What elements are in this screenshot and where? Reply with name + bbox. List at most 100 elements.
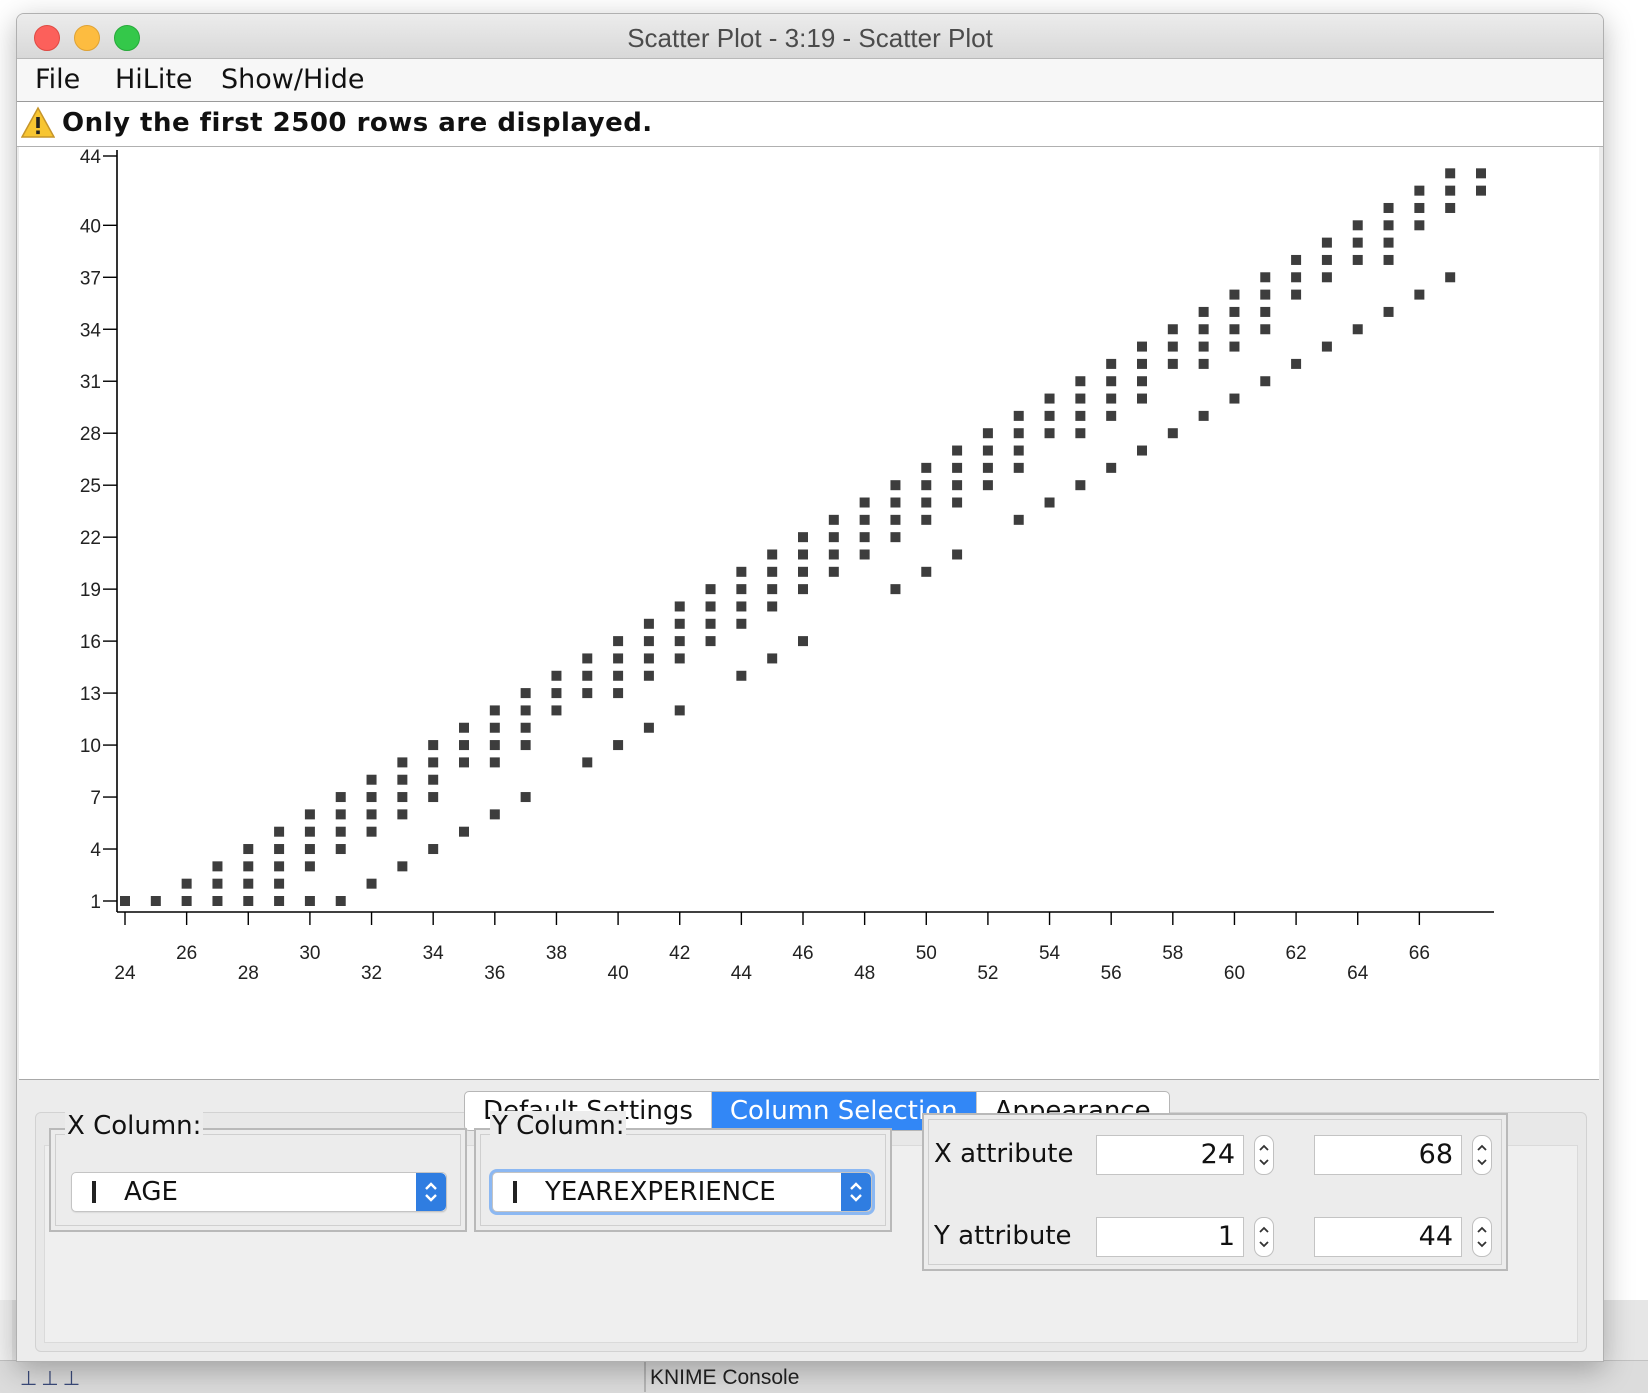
scatter-point[interactable] xyxy=(859,514,870,525)
scatter-point[interactable] xyxy=(1198,341,1209,352)
scatter-point[interactable] xyxy=(1075,410,1086,421)
scatter-point[interactable] xyxy=(304,896,315,906)
scatter-point[interactable] xyxy=(1321,237,1332,248)
scatter-point[interactable] xyxy=(243,896,254,906)
scatter-point[interactable] xyxy=(890,532,901,543)
minimize-window-button[interactable] xyxy=(74,25,100,51)
scatter-point[interactable] xyxy=(489,740,500,751)
scatter-point[interactable] xyxy=(243,861,254,872)
scatter-point[interactable] xyxy=(1291,254,1302,265)
scatter-point[interactable] xyxy=(705,584,716,595)
menu-show-hide[interactable]: Show/Hide xyxy=(221,64,365,95)
scatter-point[interactable] xyxy=(674,636,685,647)
background-toolbar-icons[interactable]: ⊥⊥⊥ xyxy=(20,1368,85,1390)
scatter-point[interactable] xyxy=(767,653,778,664)
scatter-point[interactable] xyxy=(1044,497,1055,508)
scatter-point[interactable] xyxy=(335,792,346,803)
scatter-point[interactable] xyxy=(798,566,808,577)
x-column-select[interactable]: AGE xyxy=(71,1172,447,1212)
scatter-point[interactable] xyxy=(921,497,932,508)
scatter-point[interactable] xyxy=(705,601,716,612)
scatter-point[interactable] xyxy=(304,826,315,837)
scatter-point[interactable] xyxy=(859,497,870,508)
scatter-point[interactable] xyxy=(1414,185,1425,196)
scatter-point[interactable] xyxy=(828,532,839,543)
scatter-point[interactable] xyxy=(1414,202,1425,213)
scatter-point[interactable] xyxy=(428,792,439,803)
scatter-point[interactable] xyxy=(335,809,346,820)
scatter-point[interactable] xyxy=(1106,462,1117,473)
scatter-point[interactable] xyxy=(428,844,439,855)
knime-console-tab[interactable]: KNIME Console xyxy=(650,1366,800,1389)
scatter-point[interactable] xyxy=(952,480,963,491)
scatter-point[interactable] xyxy=(1476,185,1486,196)
scatter-point[interactable] xyxy=(274,896,285,906)
scatter-point[interactable] xyxy=(274,861,285,872)
scatter-point[interactable] xyxy=(736,670,747,681)
scatter-point[interactable] xyxy=(1013,428,1024,439)
scatter-point[interactable] xyxy=(366,809,377,820)
scatter-point[interactable] xyxy=(1137,393,1147,404)
scatter-point[interactable] xyxy=(921,514,932,525)
scatter-point[interactable] xyxy=(736,601,747,612)
scatter-point[interactable] xyxy=(952,445,963,456)
scatter-point[interactable] xyxy=(243,844,254,855)
scatter-point[interactable] xyxy=(1445,168,1456,179)
scatter-point[interactable] xyxy=(397,861,408,872)
scatter-point[interactable] xyxy=(1383,220,1394,231)
scatter-point[interactable] xyxy=(613,688,624,699)
scatter-point[interactable] xyxy=(551,688,562,699)
scatter-point[interactable] xyxy=(366,774,377,785)
scatter-point[interactable] xyxy=(582,688,593,699)
scatter-point[interactable] xyxy=(1198,358,1209,369)
scatter-point[interactable] xyxy=(1383,254,1394,265)
scatter-point[interactable] xyxy=(1106,410,1117,421)
scatter-point[interactable] xyxy=(1137,445,1147,456)
scatter-point[interactable] xyxy=(489,705,500,716)
scatter-point[interactable] xyxy=(767,566,778,577)
scatter-point[interactable] xyxy=(1321,272,1332,283)
scatter-point[interactable] xyxy=(643,636,654,647)
scatter-point[interactable] xyxy=(120,896,130,906)
scatter-point[interactable] xyxy=(582,653,593,664)
scatter-point[interactable] xyxy=(520,722,531,733)
scatter-point[interactable] xyxy=(1075,428,1086,439)
scatter-point[interactable] xyxy=(1044,393,1055,404)
scatter-point[interactable] xyxy=(1414,220,1425,231)
scatter-point[interactable] xyxy=(274,826,285,837)
scatter-point[interactable] xyxy=(181,878,192,889)
scatter-point[interactable] xyxy=(705,618,716,629)
scatter-point[interactable] xyxy=(1383,237,1394,248)
y-max-input[interactable]: 44 xyxy=(1314,1217,1462,1257)
chevron-up-down-icon[interactable] xyxy=(416,1173,446,1211)
scatter-point[interactable] xyxy=(1445,202,1456,213)
scatter-point[interactable] xyxy=(705,636,716,647)
scatter-point[interactable] xyxy=(613,636,624,647)
scatter-point[interactable] xyxy=(736,566,747,577)
scatter-point[interactable] xyxy=(304,844,315,855)
scatter-point[interactable] xyxy=(335,896,346,906)
tab-column-selection[interactable]: Column Selection xyxy=(711,1092,977,1130)
scatter-point[interactable] xyxy=(798,549,808,560)
scatter-point[interactable] xyxy=(1445,272,1456,283)
scatter-point[interactable] xyxy=(1013,445,1024,456)
scatter-point[interactable] xyxy=(582,670,593,681)
scatter-point[interactable] xyxy=(489,809,500,820)
scatter-point[interactable] xyxy=(674,705,685,716)
scatter-point[interactable] xyxy=(366,792,377,803)
scatter-point[interactable] xyxy=(767,549,778,560)
scatter-point[interactable] xyxy=(1198,324,1209,335)
scatter-point[interactable] xyxy=(459,826,469,837)
scatter-point[interactable] xyxy=(1445,185,1456,196)
scatter-point[interactable] xyxy=(1167,341,1178,352)
scatter-point[interactable] xyxy=(982,445,993,456)
scatter-point[interactable] xyxy=(890,514,901,525)
x-min-stepper[interactable] xyxy=(1254,1135,1274,1175)
scatter-point[interactable] xyxy=(952,549,963,560)
scatter-point[interactable] xyxy=(982,462,993,473)
scatter-point[interactable] xyxy=(1075,480,1086,491)
scatter-point[interactable] xyxy=(1106,376,1117,387)
scatter-point[interactable] xyxy=(335,844,346,855)
scatter-point[interactable] xyxy=(1352,237,1363,248)
scatter-point[interactable] xyxy=(613,670,624,681)
